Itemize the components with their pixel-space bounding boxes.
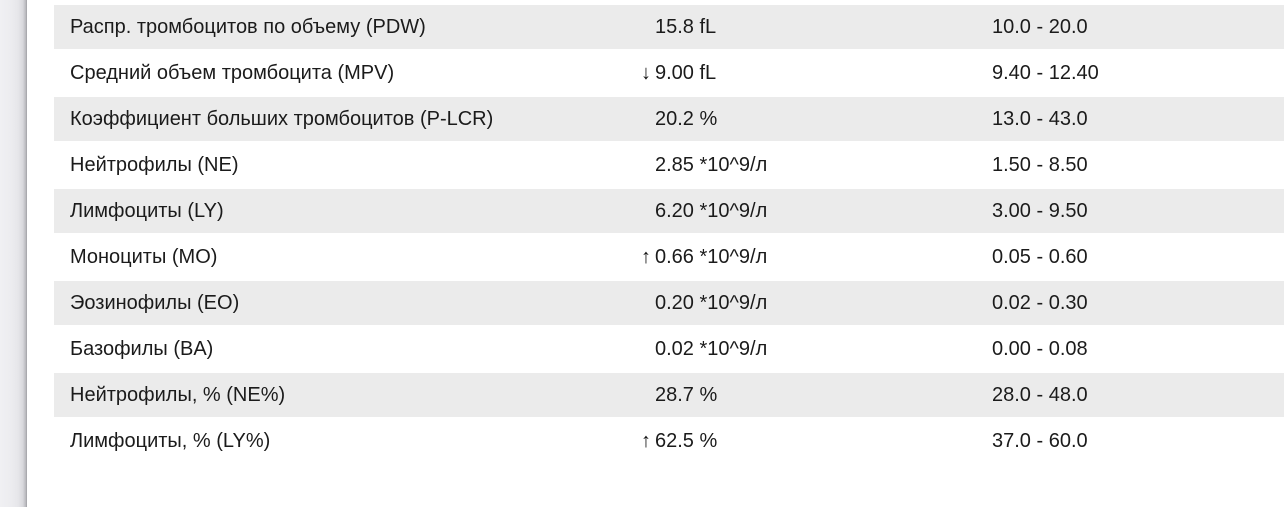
table-row: Лимфоциты (LY) 6.20 *10^9/л 3.00 - 9.50	[54, 189, 1284, 233]
table-row: Нейтрофилы (NE) 2.85 *10^9/л 1.50 - 8.50	[54, 143, 1284, 187]
result-value: 0.02 *10^9/л	[655, 338, 768, 360]
result-cell: 6.20 *10^9/л	[625, 189, 767, 233]
reference-range: 28.0 - 48.0	[992, 384, 1088, 406]
lab-results-table: Распр. тромбоцитов по объему (PDW) 15.8 …	[54, 5, 1284, 465]
parameter-name: Распр. тромбоцитов по объему (PDW)	[70, 16, 426, 38]
table-row: Базофилы (BA) 0.02 *10^9/л 0.00 - 0.08	[54, 327, 1284, 371]
abnormal-flag-arrow: ↑	[641, 246, 651, 268]
reference-range: 1.50 - 8.50	[992, 154, 1088, 176]
result-cell: ↑ 0.66 *10^9/л	[625, 235, 767, 279]
result-value: 0.66 *10^9/л	[655, 246, 768, 268]
abnormal-flag-arrow: ↓	[641, 62, 651, 84]
parameter-name: Средний объем тромбоцита (MPV)	[70, 62, 395, 84]
parameter-name: Нейтрофилы (NE)	[70, 154, 239, 176]
result-value: 6.20 *10^9/л	[655, 200, 768, 222]
result-cell: 20.2 %	[625, 97, 717, 141]
reference-range: 37.0 - 60.0	[992, 430, 1088, 452]
parameter-name: Лимфоциты (LY)	[70, 200, 224, 222]
result-value: 15.8 fL	[655, 16, 717, 38]
parameter-name: Нейтрофилы, % (NE%)	[70, 384, 286, 406]
page-edge-shadow	[0, 0, 27, 507]
table-row: Распр. тромбоцитов по объему (PDW) 15.8 …	[54, 5, 1284, 49]
reference-range: 3.00 - 9.50	[992, 200, 1088, 222]
result-value: 28.7 %	[655, 384, 718, 406]
table-row: Коэффициент больших тромбоцитов (P-LCR) …	[54, 97, 1284, 141]
result-cell: 2.85 *10^9/л	[625, 143, 767, 187]
reference-range: 13.0 - 43.0	[992, 108, 1088, 130]
table-row: Лимфоциты, % (LY%) ↑ 62.5 % 37.0 - 60.0	[54, 419, 1284, 463]
result-cell: 0.02 *10^9/л	[625, 327, 767, 371]
result-value: 20.2 %	[655, 108, 718, 130]
table-row: Средний объем тромбоцита (MPV) ↓ 9.00 fL…	[54, 51, 1284, 95]
result-cell: 28.7 %	[625, 373, 717, 417]
result-cell: ↓ 9.00 fL	[625, 51, 716, 95]
parameter-name: Коэффициент больших тромбоцитов (P-LCR)	[70, 108, 494, 130]
table-row: Эозинофилы (EO) 0.20 *10^9/л 0.02 - 0.30	[54, 281, 1284, 325]
result-value: 62.5 %	[655, 430, 718, 452]
abnormal-flag-arrow: ↑	[641, 430, 651, 452]
result-value: 2.85 *10^9/л	[655, 154, 768, 176]
reference-range: 9.40 - 12.40	[992, 62, 1099, 84]
parameter-name: Базофилы (BA)	[70, 338, 214, 360]
table-row: Нейтрофилы, % (NE%) 28.7 % 28.0 - 48.0	[54, 373, 1284, 417]
result-cell: ↑ 62.5 %	[625, 419, 717, 463]
table-row: Моноциты (MO) ↑ 0.66 *10^9/л 0.05 - 0.60	[54, 235, 1284, 279]
reference-range: 0.02 - 0.30	[992, 292, 1088, 314]
result-value: 0.20 *10^9/л	[655, 292, 768, 314]
parameter-name: Эозинофилы (EO)	[70, 292, 240, 314]
result-value: 9.00 fL	[655, 62, 717, 84]
result-cell: 15.8 fL	[625, 5, 716, 49]
parameter-name: Лимфоциты, % (LY%)	[70, 430, 271, 452]
parameter-name: Моноциты (MO)	[70, 246, 218, 268]
reference-range: 0.00 - 0.08	[992, 338, 1088, 360]
result-cell: 0.20 *10^9/л	[625, 281, 767, 325]
reference-range: 0.05 - 0.60	[992, 246, 1088, 268]
reference-range: 10.0 - 20.0	[992, 16, 1088, 38]
